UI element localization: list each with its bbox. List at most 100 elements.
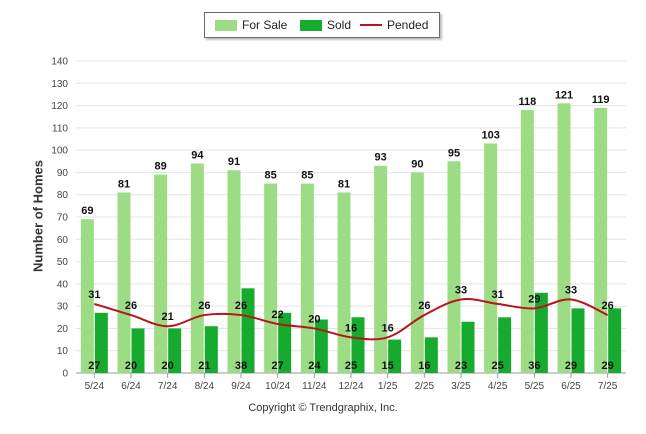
label-pended: 16 [345, 322, 357, 334]
label-sold: 16 [418, 360, 430, 372]
bar-sold [94, 312, 108, 373]
y-tick-label: 0 [62, 369, 68, 380]
copyright: Copyright © Trendgraphix, Inc. [248, 402, 398, 414]
bar-for-sale [557, 103, 571, 373]
y-tick-label: 50 [57, 257, 69, 268]
y-tick-label: 140 [51, 57, 68, 68]
label-sold: 24 [308, 360, 321, 372]
legend-swatch-pended [360, 24, 382, 26]
legend-label-pended: Pended [387, 18, 429, 32]
label-sold: 29 [602, 360, 614, 372]
label-pended: 20 [308, 313, 320, 325]
x-tick-label: 5/25 [525, 381, 545, 392]
label-sold: 23 [455, 360, 467, 372]
label-pended: 33 [455, 284, 467, 296]
label-sold: 20 [125, 360, 137, 372]
label-for-sale: 89 [155, 161, 167, 173]
x-tick-label: 12/24 [338, 381, 363, 392]
y-tick-label: 130 [51, 79, 68, 90]
label-for-sale: 85 [265, 170, 277, 182]
legend-item-for-sale[interactable]: For Sale [215, 13, 287, 37]
x-tick-label: 3/25 [451, 381, 471, 392]
x-tick-label: 5/24 [85, 381, 105, 392]
bar-for-sale [520, 110, 534, 374]
bar-sold [278, 312, 292, 373]
bar-for-sale [410, 172, 424, 373]
x-tick-label: 4/25 [488, 381, 508, 392]
x-tick-label: 10/24 [265, 381, 290, 392]
bar-sold [314, 319, 328, 373]
x-tick-label: 6/25 [561, 381, 581, 392]
y-tick-label: 30 [57, 302, 69, 313]
y-tick-label: 20 [57, 324, 69, 335]
label-for-sale: 81 [118, 178, 130, 190]
bar-for-sale [227, 170, 241, 373]
label-sold: 38 [235, 360, 247, 372]
label-pended: 21 [162, 311, 174, 323]
x-tick-label: 8/24 [195, 381, 215, 392]
bar-for-sale [154, 174, 168, 373]
y-tick-label: 100 [51, 146, 68, 157]
bar-for-sale [117, 192, 131, 373]
legend-item-pended[interactable]: Pended [360, 13, 428, 37]
label-for-sale: 81 [338, 178, 350, 190]
legend-swatch-sold [300, 19, 322, 31]
y-tick-label: 90 [57, 168, 69, 179]
label-sold: 15 [382, 360, 394, 372]
bar-sold [204, 326, 218, 373]
legend-label-for-sale: For Sale [242, 18, 288, 32]
y-tick-label: 10 [57, 346, 69, 357]
legend-item-sold[interactable]: Sold [300, 13, 351, 37]
bar-sold [571, 308, 585, 373]
label-pended: 16 [382, 322, 394, 334]
bar-for-sale [447, 161, 461, 373]
label-for-sale: 93 [375, 152, 387, 164]
y-tick-label: 120 [51, 101, 68, 112]
bar-for-sale [264, 183, 278, 373]
label-pended: 31 [492, 289, 504, 301]
label-for-sale: 91 [228, 156, 240, 168]
bar-sold [388, 339, 402, 373]
label-sold: 21 [198, 360, 210, 372]
label-sold: 25 [345, 360, 357, 372]
y-tick-label: 110 [52, 123, 68, 134]
bar-sold [534, 292, 548, 373]
label-sold: 36 [528, 360, 540, 372]
label-sold: 27 [88, 360, 100, 372]
bar-sold [168, 328, 182, 373]
label-pended: 22 [272, 309, 284, 321]
label-pended: 31 [88, 289, 100, 301]
y-tick-label: 80 [57, 190, 69, 201]
bar-for-sale [374, 165, 388, 373]
bar-sold [131, 328, 145, 373]
label-for-sale: 103 [481, 129, 499, 141]
bar-sold [351, 317, 365, 373]
legend: For Sale Sold Pended [204, 12, 440, 38]
bar-for-sale [337, 192, 351, 373]
bar-for-sale [594, 107, 608, 374]
bar-sold [424, 337, 438, 373]
label-pended: 33 [565, 284, 577, 296]
bar-for-sale [300, 183, 314, 373]
label-for-sale: 69 [81, 205, 93, 217]
x-tick-label: 2/25 [415, 381, 435, 392]
bar-sold [461, 321, 475, 373]
label-for-sale: 118 [518, 96, 536, 108]
x-tick-label: 7/24 [158, 381, 178, 392]
bar-for-sale [80, 219, 94, 373]
bar-for-sale [190, 163, 204, 373]
y-tick-label: 60 [57, 235, 69, 246]
label-for-sale: 90 [411, 158, 423, 170]
x-tick-label: 6/24 [121, 381, 141, 392]
y-tick-label: 70 [57, 213, 69, 224]
bar-sold [498, 317, 512, 373]
label-for-sale: 85 [301, 170, 313, 182]
label-for-sale: 119 [592, 94, 610, 106]
line-pended [94, 298, 609, 341]
y-axis-title: Number of Homes [30, 160, 46, 272]
label-for-sale: 121 [555, 89, 573, 101]
bar-sold [608, 308, 622, 373]
label-sold: 27 [272, 360, 284, 372]
y-tick-label: 40 [57, 279, 69, 290]
